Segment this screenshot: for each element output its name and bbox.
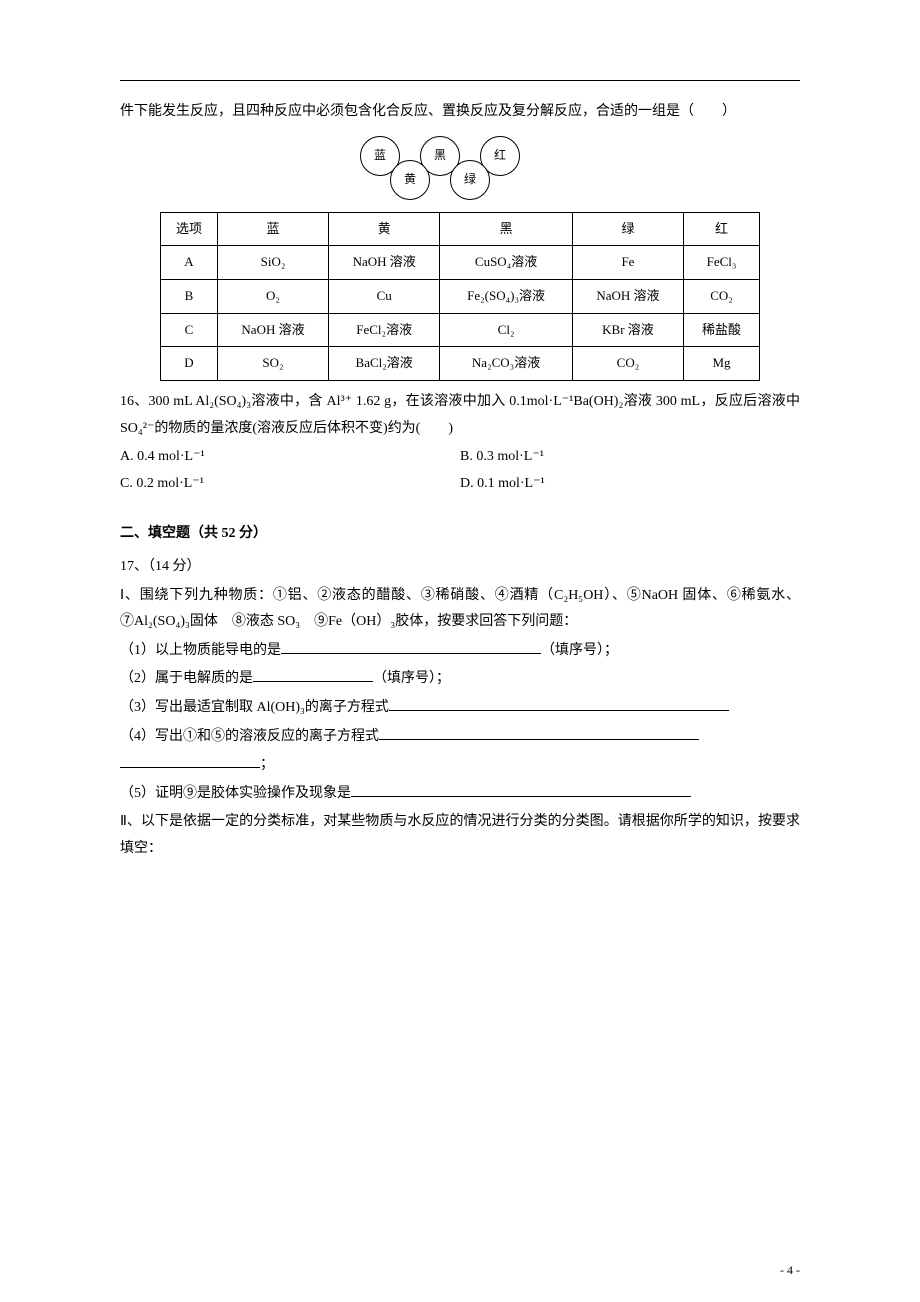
table-row: B O₂ Cu Fe₂(SO₄)₃溶液 NaOH 溶液 CO₂	[161, 279, 760, 313]
blank	[351, 781, 691, 796]
q17-1-text: （1）以上物质能导电的是	[120, 643, 281, 658]
cell: Cl₂	[440, 313, 573, 347]
cell: C	[161, 313, 218, 347]
q15-tail: 件下能发生反应，且四种反应中必须包含化合反应、置换反应及复分解反应，合适的一组是…	[120, 99, 800, 126]
blank	[253, 667, 373, 682]
blank	[389, 696, 729, 711]
q17-4-tail: ；	[260, 757, 274, 772]
q17-2-tail: （填序号）；	[373, 671, 450, 686]
q17-5: （5）证明⑨是胶体实验操作及现象是	[120, 781, 800, 808]
q17-4-cont: ；	[120, 752, 800, 779]
blank	[120, 753, 260, 768]
cell: D	[161, 347, 218, 381]
rings-diagram-inner: 蓝 黑 红 黄 绿	[360, 136, 560, 200]
q16-opt-c: C. 0.2 mol·L⁻¹	[120, 471, 460, 498]
q17-1-tail: （填序号）；	[541, 643, 618, 658]
th-yellow: 黄	[329, 212, 440, 246]
table-row: C NaOH 溶液 FeCl₂溶液 Cl₂ KBr 溶液 稀盐酸	[161, 313, 760, 347]
cell: SiO₂	[217, 246, 328, 280]
q17-1: （1）以上物质能导电的是 （填序号）；	[120, 638, 800, 665]
q16-opt-a: A. 0.4 mol·L⁻¹	[120, 444, 460, 471]
cell: A	[161, 246, 218, 280]
q15-options-table: 选项 蓝 黄 黑 绿 红 A SiO₂ NaOH 溶液 CuSO₄溶液 Fe F…	[160, 212, 760, 381]
q17-4-text: （4）写出①和⑤的溶液反应的离子方程式	[120, 729, 379, 744]
th-black: 黑	[440, 212, 573, 246]
cell: SO₂	[217, 347, 328, 381]
cell: BaCl₂溶液	[329, 347, 440, 381]
cell: CO₂	[572, 347, 683, 381]
q17-head: 17、（14 分）	[120, 554, 800, 581]
cell: Fe₂(SO₄)₃溶液	[440, 279, 573, 313]
table-row: D SO₂ BaCl₂溶液 Na₂CO₃溶液 CO₂ Mg	[161, 347, 760, 381]
circle-green: 绿	[450, 160, 490, 200]
cell: B	[161, 279, 218, 313]
th-option: 选项	[161, 212, 218, 246]
circle-yellow: 黄	[390, 160, 430, 200]
cell: Cu	[329, 279, 440, 313]
blank	[281, 638, 541, 653]
table-header-row: 选项 蓝 黄 黑 绿 红	[161, 212, 760, 246]
q17-3: （3）写出最适宜制取 Al(OH)₃的离子方程式	[120, 695, 800, 722]
th-blue: 蓝	[217, 212, 328, 246]
cell: NaOH 溶液	[217, 313, 328, 347]
q16-options: A. 0.4 mol·L⁻¹ B. 0.3 mol·L⁻¹ C. 0.2 mol…	[120, 444, 800, 497]
cell: FeCl₂溶液	[329, 313, 440, 347]
blank	[379, 724, 699, 739]
q17-part1-intro: Ⅰ、围绕下列九种物质：①铝、②液态的醋酸、③稀硝酸、④酒精（C₂H₅OH）、⑤N…	[120, 583, 800, 636]
rings-diagram: 蓝 黑 红 黄 绿	[120, 136, 800, 200]
cell: 稀盐酸	[684, 313, 760, 347]
cell: Na₂CO₃溶液	[440, 347, 573, 381]
section2-title: 二、填空题（共 52 分）	[120, 521, 800, 548]
cell: Fe	[572, 246, 683, 280]
cell: CuSO₄溶液	[440, 246, 573, 280]
cell: NaOH 溶液	[572, 279, 683, 313]
table-row: A SiO₂ NaOH 溶液 CuSO₄溶液 Fe FeCl₃	[161, 246, 760, 280]
q17-2: （2）属于电解质的是 （填序号）；	[120, 666, 800, 693]
q17-5-text: （5）证明⑨是胶体实验操作及现象是	[120, 786, 351, 801]
cell: NaOH 溶液	[329, 246, 440, 280]
cell: CO₂	[684, 279, 760, 313]
q16-stem: 16、300 mL Al₂(SO₄)₃溶液中，含 Al³⁺ 1.62 g，在该溶…	[120, 389, 800, 442]
header-rule	[120, 80, 800, 81]
q17-2-text: （2）属于电解质的是	[120, 671, 253, 686]
q17-4: （4）写出①和⑤的溶液反应的离子方程式	[120, 724, 800, 751]
cell: O₂	[217, 279, 328, 313]
q17-part2-intro: Ⅱ、以下是依据一定的分类标准，对某些物质与水反应的情况进行分类的分类图。请根据你…	[120, 809, 800, 862]
cell: FeCl₃	[684, 246, 760, 280]
th-green: 绿	[572, 212, 683, 246]
page-number: - 4 -	[780, 1259, 800, 1282]
cell: Mg	[684, 347, 760, 381]
th-red: 红	[684, 212, 760, 246]
q17-3-text: （3）写出最适宜制取 Al(OH)₃的离子方程式	[120, 700, 389, 715]
cell: KBr 溶液	[572, 313, 683, 347]
q16-opt-d: D. 0.1 mol·L⁻¹	[460, 471, 800, 498]
q16-opt-b: B. 0.3 mol·L⁻¹	[460, 444, 800, 471]
